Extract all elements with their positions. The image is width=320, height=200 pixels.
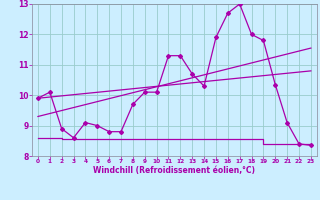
- X-axis label: Windchill (Refroidissement éolien,°C): Windchill (Refroidissement éolien,°C): [93, 166, 255, 175]
